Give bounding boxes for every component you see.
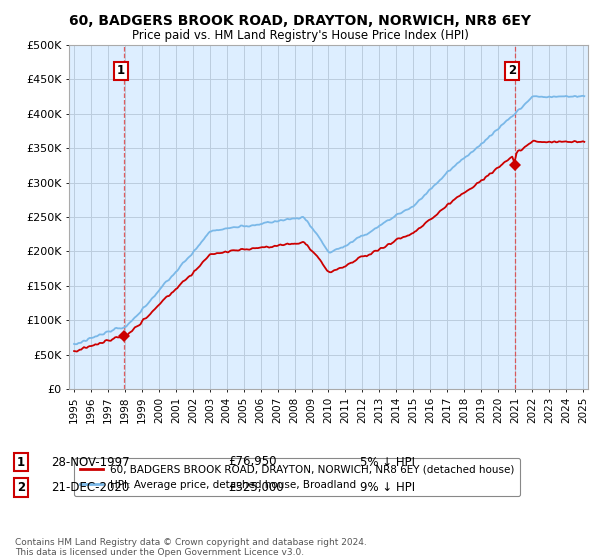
- Text: 28-NOV-1997: 28-NOV-1997: [51, 455, 130, 469]
- Text: 60, BADGERS BROOK ROAD, DRAYTON, NORWICH, NR8 6EY: 60, BADGERS BROOK ROAD, DRAYTON, NORWICH…: [69, 14, 531, 28]
- Text: 2: 2: [17, 480, 25, 494]
- Text: 1: 1: [117, 64, 125, 77]
- Text: Price paid vs. HM Land Registry's House Price Index (HPI): Price paid vs. HM Land Registry's House …: [131, 29, 469, 42]
- Text: 1: 1: [17, 455, 25, 469]
- Text: 21-DEC-2020: 21-DEC-2020: [51, 480, 129, 494]
- Text: 2: 2: [508, 64, 516, 77]
- Text: £76,950: £76,950: [228, 455, 277, 469]
- Text: 9% ↓ HPI: 9% ↓ HPI: [360, 480, 415, 494]
- Text: Contains HM Land Registry data © Crown copyright and database right 2024.
This d: Contains HM Land Registry data © Crown c…: [15, 538, 367, 557]
- Text: 5% ↓ HPI: 5% ↓ HPI: [360, 455, 415, 469]
- Legend: 60, BADGERS BROOK ROAD, DRAYTON, NORWICH, NR8 6EY (detached house), HPI: Average: 60, BADGERS BROOK ROAD, DRAYTON, NORWICH…: [74, 458, 520, 496]
- Text: £325,000: £325,000: [228, 480, 284, 494]
